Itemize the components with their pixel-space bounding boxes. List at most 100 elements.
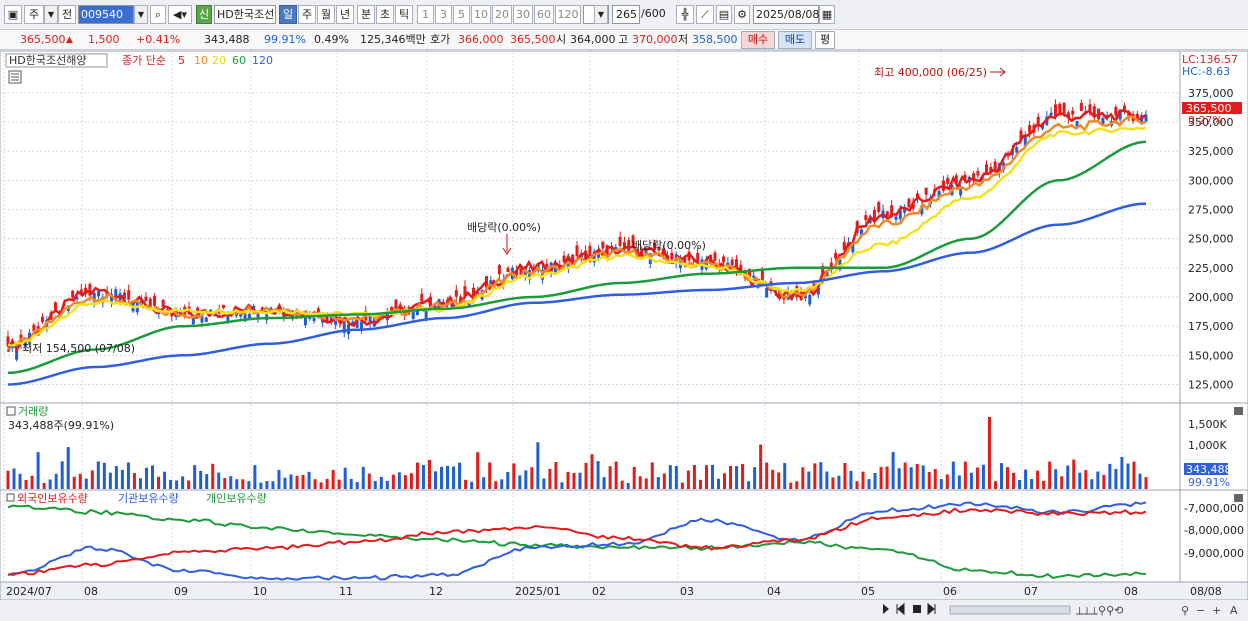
interval-week[interactable]: 주 (298, 5, 316, 24)
volume-bar (801, 467, 805, 489)
volume-bar (729, 465, 733, 489)
mult-10[interactable]: 10 (471, 5, 491, 24)
price-tick-label: 350,000 (1188, 116, 1234, 129)
candle-body (1118, 111, 1122, 120)
volume-bar (777, 472, 781, 489)
mult-20[interactable]: 20 (492, 5, 512, 24)
interval-minute[interactable]: 분 (357, 5, 375, 24)
stock-code-input[interactable]: 009540 (78, 5, 134, 24)
candle-body (222, 304, 226, 308)
mult-120[interactable]: 120 (555, 5, 581, 24)
scroll-controls[interactable]: ⟂⟂⟂⚲⚲⟲ ⚲ − + A (883, 602, 1238, 617)
chevron-down-icon[interactable]: ▼ (44, 5, 58, 24)
candle-body (342, 321, 346, 333)
high-label: 고 (618, 33, 629, 46)
speaker-icon[interactable]: ◀▾ (168, 5, 192, 24)
volume-bar (1060, 476, 1064, 489)
stock-chart[interactable]: HD한국조선해양 종가 단순 5 10 20 60 120 LC:136.57 … (0, 50, 1248, 621)
mult-5[interactable]: 5 (453, 5, 470, 24)
stop-icon[interactable] (913, 605, 921, 613)
volume-bar (36, 452, 40, 489)
candle-body (545, 263, 549, 268)
mult-1[interactable]: 1 (417, 5, 434, 24)
foreign-holding-line (7, 507, 1147, 576)
stock-name-field[interactable]: HD한국조선 (214, 5, 276, 24)
save-icon[interactable]: ▤ (716, 5, 732, 24)
new-badge[interactable]: 신 (196, 5, 212, 24)
candle-body (1092, 106, 1096, 118)
candle-body (515, 270, 519, 276)
mult-3[interactable]: 3 (435, 5, 452, 24)
mult-60[interactable]: 60 (534, 5, 554, 24)
volume-bar (277, 469, 281, 489)
candle-body (834, 252, 838, 259)
vol-tick-1000: 1,000K (1188, 439, 1227, 452)
gear-icon[interactable]: ⚙ (734, 5, 750, 24)
volume-bar (554, 461, 558, 489)
volume-bar (993, 481, 997, 489)
interval-year[interactable]: 년 (336, 5, 354, 24)
mult-30[interactable]: 30 (513, 5, 533, 24)
code-dropdown-icon[interactable]: ▼ (134, 5, 148, 24)
period-tab-week[interactable]: 주 (24, 5, 44, 24)
candle-body (71, 290, 75, 298)
holding-close-icon[interactable] (1234, 494, 1243, 502)
volume-bar (1030, 479, 1034, 489)
candle-body (860, 229, 863, 236)
interval-month[interactable]: 월 (317, 5, 335, 24)
scroll-first-icon[interactable] (896, 602, 905, 616)
font-icon[interactable]: A (1230, 604, 1238, 617)
prev-tab[interactable]: 전 (58, 5, 76, 24)
avg-button[interactable]: 평 (815, 31, 835, 49)
date-input[interactable]: 2025/08/08 (753, 5, 819, 24)
interval-dropdown-icon[interactable]: ▼ (594, 5, 608, 24)
tools-icon[interactable]: ⟂⟂⟂⚲⚲⟲ (1076, 604, 1123, 617)
candle-body (88, 284, 92, 296)
zoom-slider[interactable] (949, 605, 1071, 615)
volume-bar (710, 464, 714, 489)
scroll-bar[interactable] (0, 600, 1248, 621)
candle-body (53, 302, 57, 311)
volume-bar (403, 475, 407, 489)
interval-day[interactable]: 일 (279, 5, 297, 24)
volume-bar (626, 482, 630, 489)
volume-bar (572, 472, 576, 489)
count-input[interactable]: 265 (612, 5, 640, 24)
volume-bar (753, 467, 757, 489)
candle-body (618, 236, 622, 246)
candle-body (1144, 114, 1148, 122)
scroll-last-icon[interactable] (927, 602, 936, 616)
sell-button[interactable]: 매도 (778, 31, 812, 49)
volume-bar (397, 472, 401, 489)
candle-body (312, 318, 316, 322)
x-axis-right-label: 08/08 (1190, 585, 1222, 598)
window-icon[interactable]: ▣ (4, 5, 22, 24)
buy-button[interactable]: 매수 (741, 31, 775, 49)
ma-line-10 (7, 115, 1147, 350)
volume-bar (1108, 463, 1112, 489)
candle-body (226, 311, 230, 322)
candle-body (752, 275, 756, 278)
volume-bar (48, 479, 52, 489)
zoom-icon[interactable]: ⚲ (1181, 604, 1189, 617)
candle-body (907, 199, 911, 208)
volume-bar (987, 417, 991, 489)
calendar-icon[interactable]: ▦ (819, 5, 835, 24)
dividend-arrow-1-icon (502, 234, 512, 255)
volume-bar (90, 470, 94, 489)
interval-tick[interactable]: 틱 (395, 5, 413, 24)
interval-second[interactable]: 초 (376, 5, 394, 24)
volume-bar (524, 470, 528, 489)
draw-tool-icon[interactable]: ⟋ (696, 5, 714, 24)
volume-bar (825, 471, 829, 489)
volume-bar (193, 465, 197, 489)
zoom-in-icon[interactable]: + (1212, 604, 1221, 617)
volume-close-icon[interactable] (1234, 407, 1243, 415)
volume-bar (1126, 463, 1130, 489)
zoom-out-icon[interactable]: − (1196, 604, 1205, 617)
search-icon[interactable]: ⌕ (150, 5, 166, 24)
indicator-icon[interactable]: ╬ (676, 5, 694, 24)
price-panel[interactable] (0, 50, 1181, 404)
scroll-right-icon[interactable] (883, 604, 889, 614)
candle-body (601, 241, 605, 249)
